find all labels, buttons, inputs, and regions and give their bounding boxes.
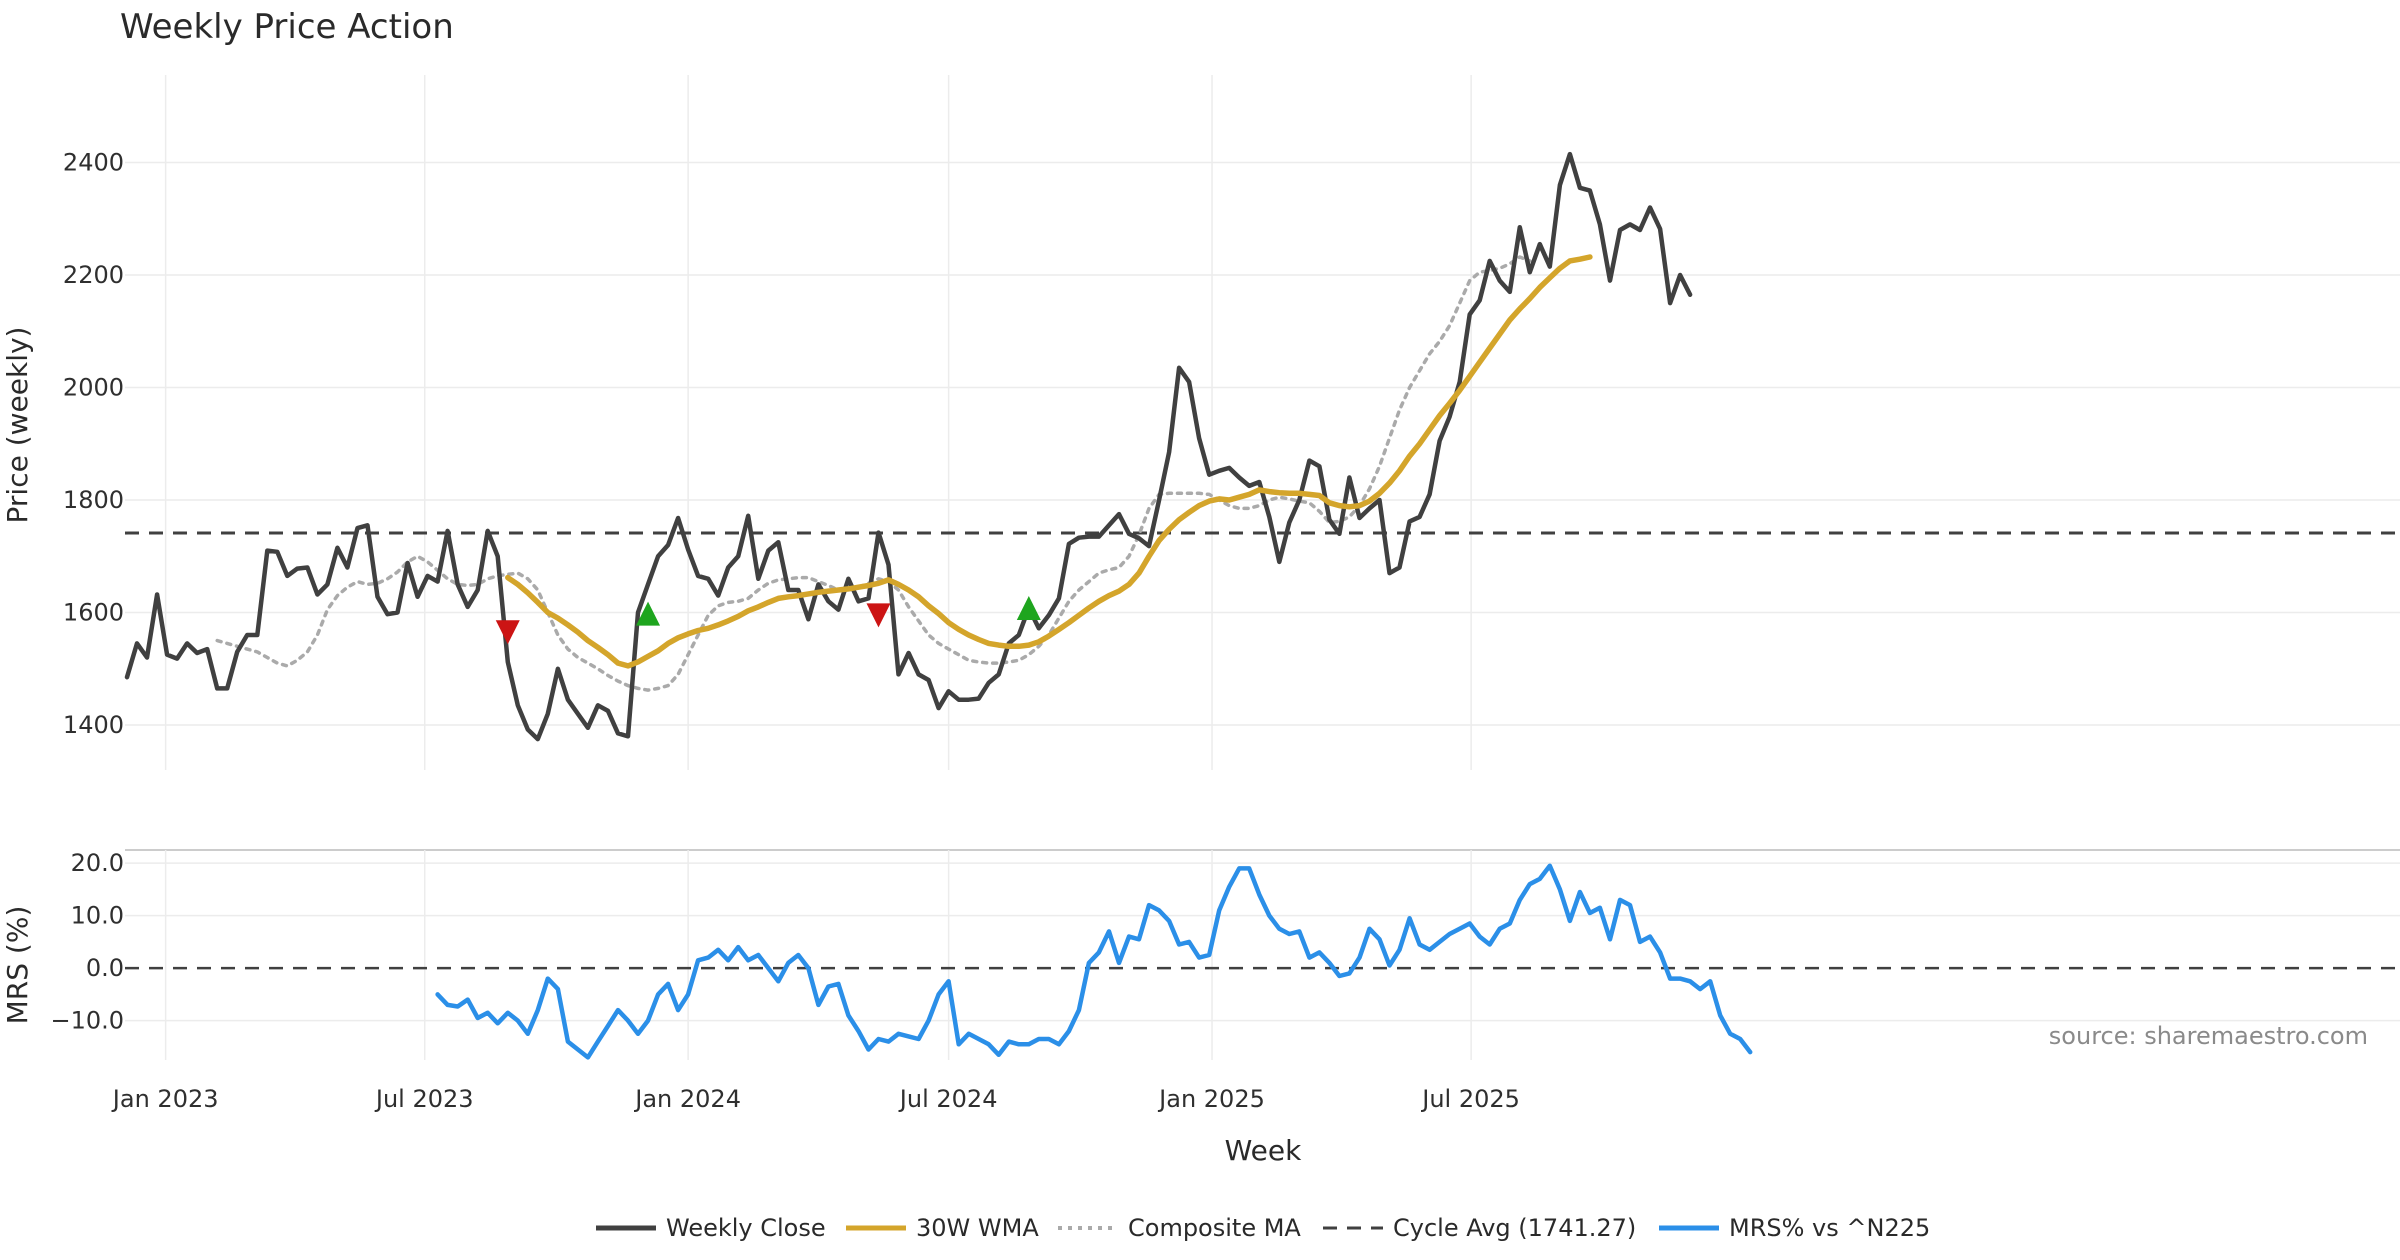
legend-label: Composite MA — [1128, 1214, 1301, 1242]
mrs-y-tick-label: 0.0 — [86, 954, 124, 982]
x-tick-label: Jan 2023 — [111, 1085, 219, 1113]
chart-title: Weekly Price Action — [120, 7, 454, 47]
mrs-lines — [125, 863, 2400, 1060]
legend-label: Weekly Close — [666, 1214, 826, 1242]
price-grid — [125, 75, 2400, 770]
x-tick-label: Jul 2025 — [1420, 1085, 1520, 1113]
price-y-tick-label: 2400 — [63, 149, 124, 177]
x-axis-label: Week — [1225, 1134, 1302, 1167]
weekly-close-line — [124, 151, 1693, 742]
price-y-tick-label: 2200 — [63, 261, 124, 289]
sell-signal-marker — [495, 620, 520, 645]
price-panel: 1400 1600 1800 2000 2200 2400 Price (weekly) — [1, 75, 2400, 770]
mrs-y-ticks: 20.0 10.0 0.0 −10.0 — [50, 849, 124, 1035]
x-tick-label: Jul 2024 — [898, 1085, 998, 1113]
price-y-tick-label: 1600 — [63, 599, 124, 627]
mrs-grid — [125, 850, 2400, 1060]
price-lines — [124, 151, 2400, 742]
buy-signal-marker — [1016, 596, 1041, 620]
30w-wma-line — [505, 254, 1593, 669]
price-y-tick-label: 1400 — [63, 711, 124, 739]
price-y-ticks: 1400 1600 1800 2000 2200 2400 — [63, 149, 124, 740]
price-y-axis-label: Price (weekly) — [1, 327, 34, 524]
x-axis-ticks: Jan 2023 Jul 2023 Jan 2024 Jul 2024 Jan 2025… — [111, 1085, 1520, 1113]
price-y-tick-label: 2000 — [63, 374, 124, 402]
mrs-vs-n225-line — [435, 863, 1753, 1060]
price-y-tick-label: 1800 — [63, 486, 124, 514]
mrs-panel: 20.0 10.0 0.0 −10.0 MRS (%) source: sharema… — [1, 849, 2400, 1060]
composite-ma-line — [215, 255, 1532, 692]
sell-signal-marker — [866, 603, 891, 628]
x-tick-label: Jul 2023 — [374, 1085, 474, 1113]
buy-signal-marker — [636, 601, 661, 626]
mrs-y-axis-label: MRS (%) — [1, 906, 34, 1025]
legend-label: Cycle Avg (1741.27) — [1393, 1214, 1636, 1242]
signal-markers — [495, 596, 1041, 645]
legend: Weekly Close 30W WMA Composite MA Cycle Avg… — [596, 1214, 1930, 1242]
x-tick-label: Jan 2024 — [633, 1085, 741, 1113]
legend-label: 30W WMA — [916, 1214, 1039, 1242]
legend-label: MRS% vs ^N225 — [1729, 1214, 1930, 1242]
mrs-y-tick-label: 10.0 — [71, 902, 124, 930]
source-text: source: sharemaestro.com — [2049, 1022, 2368, 1050]
mrs-y-tick-label: 20.0 — [71, 849, 124, 877]
x-tick-label: Jan 2025 — [1157, 1085, 1265, 1113]
mrs-y-tick-label: −10.0 — [50, 1007, 124, 1035]
